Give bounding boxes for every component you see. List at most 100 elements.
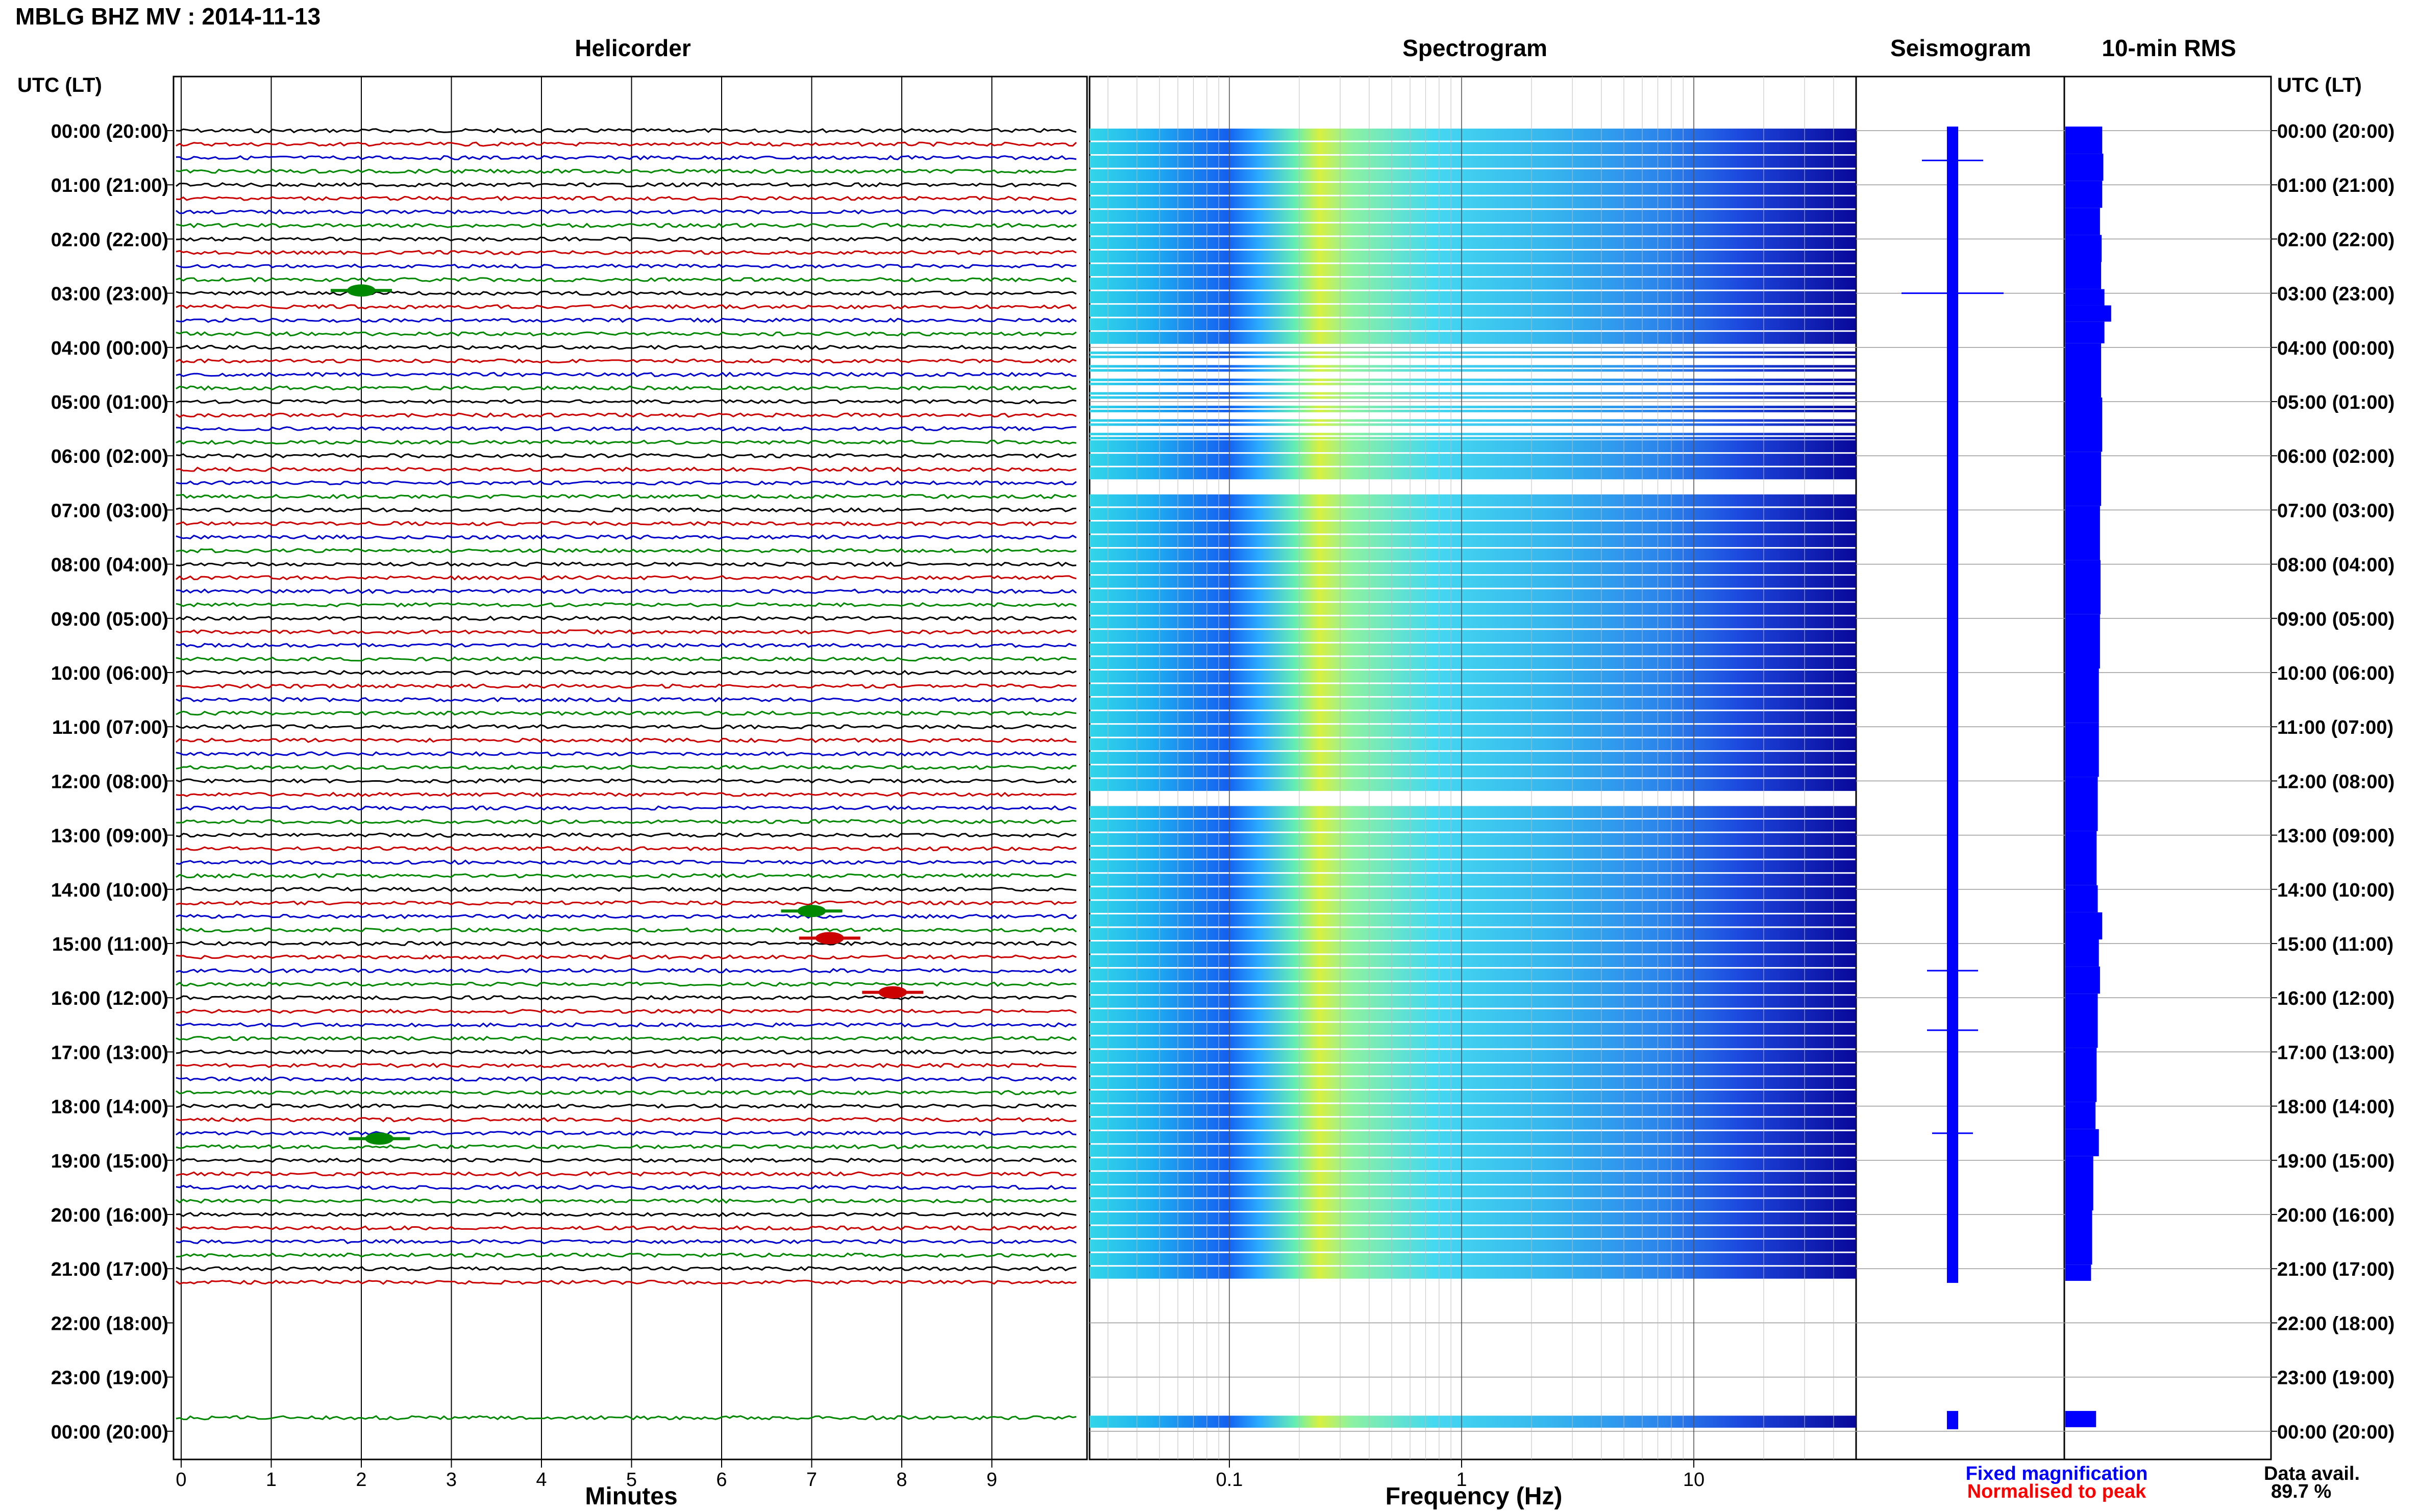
time-label-left: 21:00 (17:00) bbox=[51, 1259, 168, 1280]
spectrogram-row bbox=[1090, 562, 1856, 575]
spectrogram-row bbox=[1090, 521, 1856, 534]
helicorder-trace bbox=[176, 1184, 1077, 1191]
helicorder-trace bbox=[176, 412, 1077, 418]
minute-tick-label: 8 bbox=[896, 1469, 907, 1491]
helicorder-trace bbox=[176, 534, 1077, 540]
spectrogram-row bbox=[1090, 437, 1856, 440]
time-label-right: 13:00 (09:00) bbox=[2277, 826, 2395, 847]
time-label-right: 00:00 (20:00) bbox=[2277, 1422, 2395, 1443]
time-label-left: 03:00 (23:00) bbox=[51, 284, 168, 305]
rms-bar bbox=[2065, 1048, 2097, 1102]
helicorder-trace bbox=[176, 832, 1077, 838]
helicorder-trace bbox=[176, 304, 1077, 310]
rms-bar bbox=[2065, 1102, 2096, 1129]
helicorder-trace bbox=[176, 1238, 1077, 1245]
rms-bar bbox=[2065, 1156, 2093, 1210]
spectrogram-row bbox=[1090, 1104, 1856, 1117]
helicorder-panel-title: Helicorder bbox=[575, 35, 691, 61]
helicorder-trace bbox=[176, 426, 1077, 432]
helicorder-trace bbox=[176, 399, 1077, 405]
helicorder-trace bbox=[176, 805, 1077, 811]
spectrogram-row bbox=[1090, 1416, 1856, 1428]
spectrogram-row bbox=[1090, 982, 1856, 995]
time-label-right: 12:00 (08:00) bbox=[2277, 771, 2395, 792]
spectrogram-row bbox=[1090, 806, 1856, 819]
spectrogram-row bbox=[1090, 887, 1856, 900]
helicorder-trace bbox=[176, 751, 1077, 757]
time-label-left: 10:00 (06:00) bbox=[51, 663, 168, 684]
spectrogram-row bbox=[1090, 278, 1856, 290]
seismogram-trace bbox=[1947, 127, 1958, 1283]
rms-bar bbox=[2065, 343, 2102, 398]
helicorder-trace bbox=[176, 561, 1077, 567]
spectrogram-row bbox=[1090, 508, 1856, 520]
spectrogram-row bbox=[1090, 142, 1856, 155]
spectrogram-row bbox=[1090, 549, 1856, 561]
spectrogram-row bbox=[1090, 1212, 1856, 1225]
helicorder-trace bbox=[176, 290, 1077, 296]
spectrogram-row bbox=[1090, 305, 1856, 317]
time-label-left: 18:00 (14:00) bbox=[51, 1097, 168, 1118]
rms-bar bbox=[2065, 1129, 2099, 1156]
spectrogram-row bbox=[1090, 1036, 1856, 1049]
helicorder-trace bbox=[176, 846, 1077, 852]
spectrogram-row bbox=[1090, 223, 1856, 236]
helicorder-trace bbox=[176, 1266, 1077, 1272]
spectrogram-row bbox=[1090, 711, 1856, 724]
helicorder-trace bbox=[176, 791, 1077, 798]
rms-bar bbox=[2065, 966, 2100, 994]
data-availability-value: 89.7 % bbox=[2271, 1481, 2331, 1502]
helicorder-trace bbox=[176, 1035, 1077, 1042]
time-label-left: 02:00 (22:00) bbox=[51, 229, 168, 251]
spectrogram-row bbox=[1090, 901, 1856, 913]
spectrogram-row bbox=[1090, 1131, 1856, 1144]
rms-bar bbox=[2065, 208, 2100, 235]
spectrogram-panel bbox=[1090, 77, 1856, 1459]
spectrogram-row bbox=[1090, 657, 1856, 669]
time-label-right: 23:00 (19:00) bbox=[2277, 1368, 2395, 1389]
helicorder-trace bbox=[176, 222, 1077, 229]
helicorder-trace bbox=[176, 859, 1077, 865]
time-label-left: 23:00 (19:00) bbox=[51, 1368, 168, 1389]
spectrogram-row bbox=[1090, 684, 1856, 697]
spectrogram-row bbox=[1090, 264, 1856, 277]
spectrogram-row bbox=[1090, 630, 1856, 642]
rms-bar bbox=[2065, 885, 2098, 912]
time-label-left: 13:00 (09:00) bbox=[51, 826, 168, 847]
helicorder-trace bbox=[176, 1117, 1077, 1123]
spectrogram-row bbox=[1090, 1009, 1856, 1022]
time-label-right: 18:00 (14:00) bbox=[2277, 1097, 2395, 1118]
time-label-left: 01:00 (21:00) bbox=[51, 175, 168, 196]
helicorder-trace bbox=[176, 724, 1077, 730]
spectrogram-row bbox=[1090, 860, 1856, 873]
rms-bar bbox=[2065, 994, 2098, 1048]
spectrogram-row bbox=[1090, 589, 1856, 602]
seismogram-trace bbox=[1947, 1410, 1958, 1429]
minute-tick-label: 4 bbox=[536, 1469, 547, 1491]
time-label-left: 16:00 (12:00) bbox=[51, 988, 168, 1009]
spectrogram-row bbox=[1090, 725, 1856, 737]
helicorder-trace bbox=[176, 1252, 1077, 1258]
spectrogram-row bbox=[1090, 237, 1856, 249]
spectrogram-row bbox=[1090, 351, 1856, 354]
rms-bar bbox=[2065, 154, 2104, 181]
minute-tick-label: 5 bbox=[626, 1469, 637, 1491]
time-label-right: 06:00 (02:00) bbox=[2277, 446, 2395, 467]
spectrogram-row bbox=[1090, 955, 1856, 968]
helicorder-trace bbox=[176, 995, 1077, 1001]
rms-bar bbox=[2065, 127, 2103, 154]
helicorder-trace bbox=[176, 1198, 1077, 1204]
helicorder-trace bbox=[176, 1103, 1077, 1109]
helicorder-trace bbox=[176, 1157, 1077, 1163]
time-label-left: 04:00 (00:00) bbox=[51, 338, 168, 359]
time-label-left: 19:00 (15:00) bbox=[51, 1151, 168, 1172]
spectrogram-row bbox=[1090, 423, 1856, 426]
rms-bar bbox=[2065, 723, 2099, 777]
helicorder-trace bbox=[176, 764, 1076, 770]
spectrogram-row bbox=[1090, 250, 1856, 263]
helicorder-panel bbox=[176, 77, 1077, 1459]
time-label-right: 00:00 (20:00) bbox=[2277, 121, 2395, 142]
helicorder-trace bbox=[176, 588, 1077, 594]
spectrogram-row bbox=[1090, 419, 1856, 422]
